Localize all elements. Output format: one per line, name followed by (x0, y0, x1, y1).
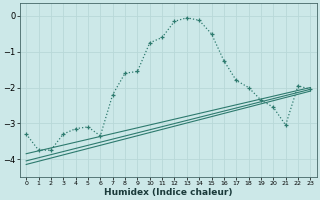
X-axis label: Humidex (Indice chaleur): Humidex (Indice chaleur) (104, 188, 233, 197)
